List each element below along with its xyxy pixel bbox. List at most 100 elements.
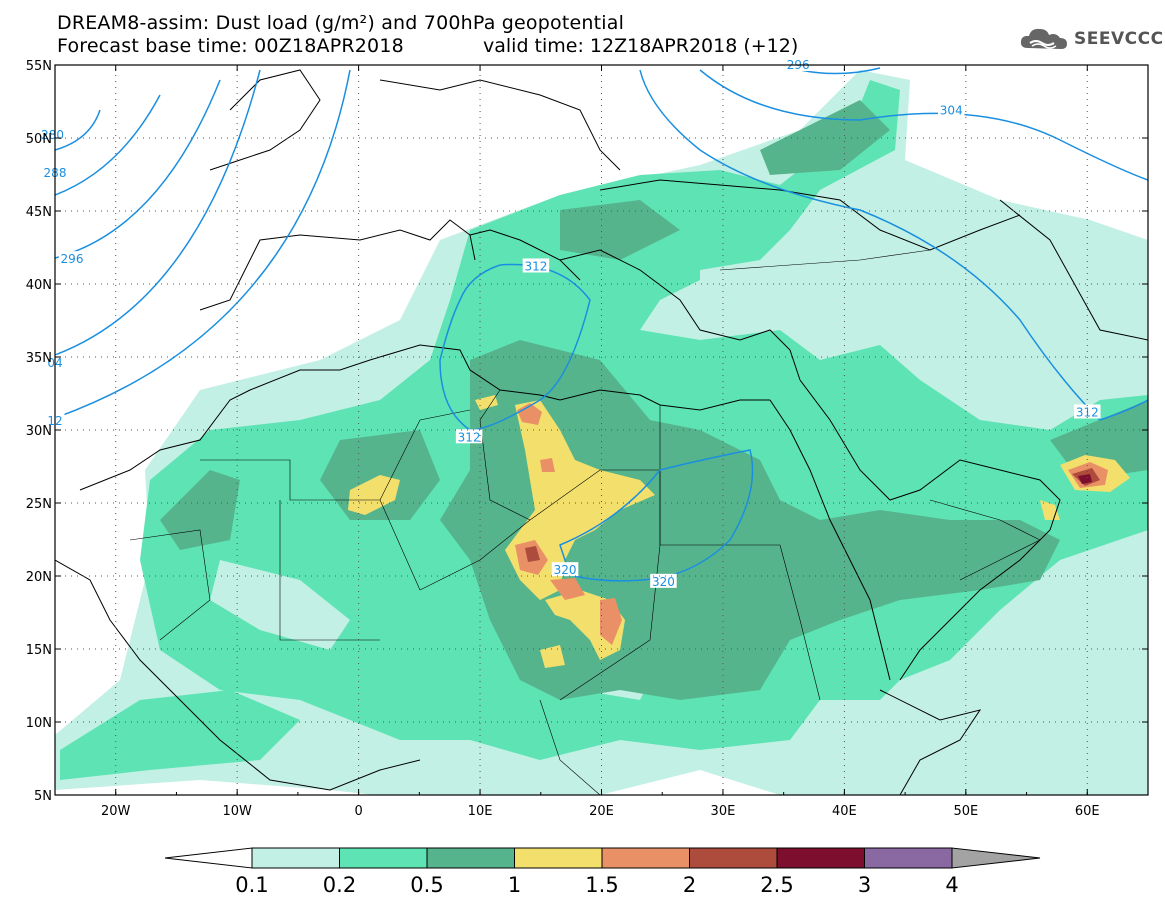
grid-dot: [785, 137, 786, 139]
grid-dot: [965, 369, 967, 370]
logo-text: SEEVCCC: [1074, 29, 1164, 49]
grid-dot: [236, 717, 238, 718]
grid-dot: [1001, 429, 1002, 431]
grid-dot: [358, 555, 360, 556]
grid-dot: [305, 502, 306, 504]
grid-dot: [371, 721, 372, 723]
grid-dot: [843, 255, 845, 256]
grid-dot: [293, 429, 294, 431]
grid-dot: [965, 705, 967, 706]
grid-dot: [899, 648, 900, 650]
grid-dot: [269, 648, 270, 650]
grid-dot: [299, 648, 300, 650]
grid-dot: [215, 648, 216, 650]
grid-dot: [629, 137, 630, 139]
grid-dot: [491, 137, 492, 139]
grid-dot: [1067, 721, 1068, 723]
grid-dot: [611, 721, 612, 723]
grid-dot: [539, 502, 540, 504]
grid-dot: [1043, 210, 1044, 212]
grid-dot: [827, 356, 828, 358]
grid-dot: [383, 648, 384, 650]
grid-dot: [115, 267, 117, 268]
grid-dot: [689, 137, 690, 139]
grid-dot: [1086, 363, 1088, 364]
grid-dot: [317, 137, 318, 139]
grid-dot: [601, 213, 602, 214]
grid-dot: [473, 137, 474, 139]
grid-dot: [843, 393, 845, 394]
grid-dot: [503, 721, 504, 723]
grid-dot: [755, 356, 756, 358]
grid-dot: [191, 429, 192, 431]
grid-dot: [143, 137, 144, 139]
grid-dot: [843, 609, 845, 610]
grid-dot: [815, 429, 816, 431]
grid-dot: [843, 327, 845, 328]
grid-dot: [455, 721, 456, 723]
grid-dot: [347, 356, 348, 358]
grid-dot: [479, 573, 481, 574]
grid-dot: [827, 721, 828, 723]
grid-dot: [581, 210, 582, 212]
grid-dot: [1079, 429, 1080, 431]
grid-dot: [236, 441, 238, 442]
grid-dot: [843, 195, 845, 196]
grid-dot: [527, 721, 528, 723]
grid-dot: [413, 429, 414, 431]
grid-dot: [881, 137, 882, 139]
grid-dot: [722, 681, 724, 682]
grid-dot: [965, 231, 967, 232]
contour-label: 312: [524, 259, 547, 273]
grid-dot: [227, 502, 228, 504]
grid-dot: [623, 210, 624, 212]
grid-dot: [1127, 137, 1128, 139]
grid-dot: [173, 210, 174, 212]
grid-dot: [635, 721, 636, 723]
grid-dot: [293, 283, 294, 285]
grid-dot: [1086, 207, 1088, 208]
grid-dot: [77, 356, 78, 358]
grid-dot: [843, 519, 845, 520]
grid-dot: [601, 555, 602, 556]
grid-dot: [236, 219, 238, 220]
grid-dot: [791, 575, 792, 577]
grid-dot: [755, 648, 756, 650]
grid-dot: [479, 189, 481, 190]
grid-dot: [722, 105, 724, 106]
grid-dot: [161, 575, 162, 577]
grid-dot: [722, 723, 724, 724]
grid-dot: [275, 137, 276, 139]
grid-dot: [358, 309, 360, 310]
grid-dot: [449, 648, 450, 650]
grid-dot: [563, 283, 564, 285]
grid-dot: [358, 255, 360, 256]
grid-dot: [1127, 429, 1128, 431]
grid-dot: [843, 441, 845, 442]
grid-dot: [797, 356, 798, 358]
grid-dot: [269, 429, 270, 431]
grid-dot: [155, 575, 156, 577]
grid-dot: [743, 721, 744, 723]
lon-tick-label: 60E: [1075, 804, 1100, 819]
grid-dot: [611, 502, 612, 504]
grid-dot: [659, 356, 660, 358]
grid-dot: [843, 717, 845, 718]
grid-dot: [1133, 502, 1134, 504]
grid-dot: [965, 519, 967, 520]
grid-dot: [461, 283, 462, 285]
grid-dot: [209, 210, 210, 212]
grid-dot: [358, 303, 360, 304]
grid-dot: [71, 210, 72, 212]
grid-dot: [965, 153, 967, 154]
grid-dot: [1086, 321, 1088, 322]
grid-dot: [515, 648, 516, 650]
grid-dot: [1103, 356, 1104, 358]
grid-dot: [371, 137, 372, 139]
grid-dot: [209, 575, 210, 577]
grid-dot: [1073, 648, 1074, 650]
grid-dot: [479, 621, 481, 622]
grid-dot: [353, 137, 354, 139]
grid-dot: [917, 137, 918, 139]
grid-dot: [1121, 575, 1122, 577]
